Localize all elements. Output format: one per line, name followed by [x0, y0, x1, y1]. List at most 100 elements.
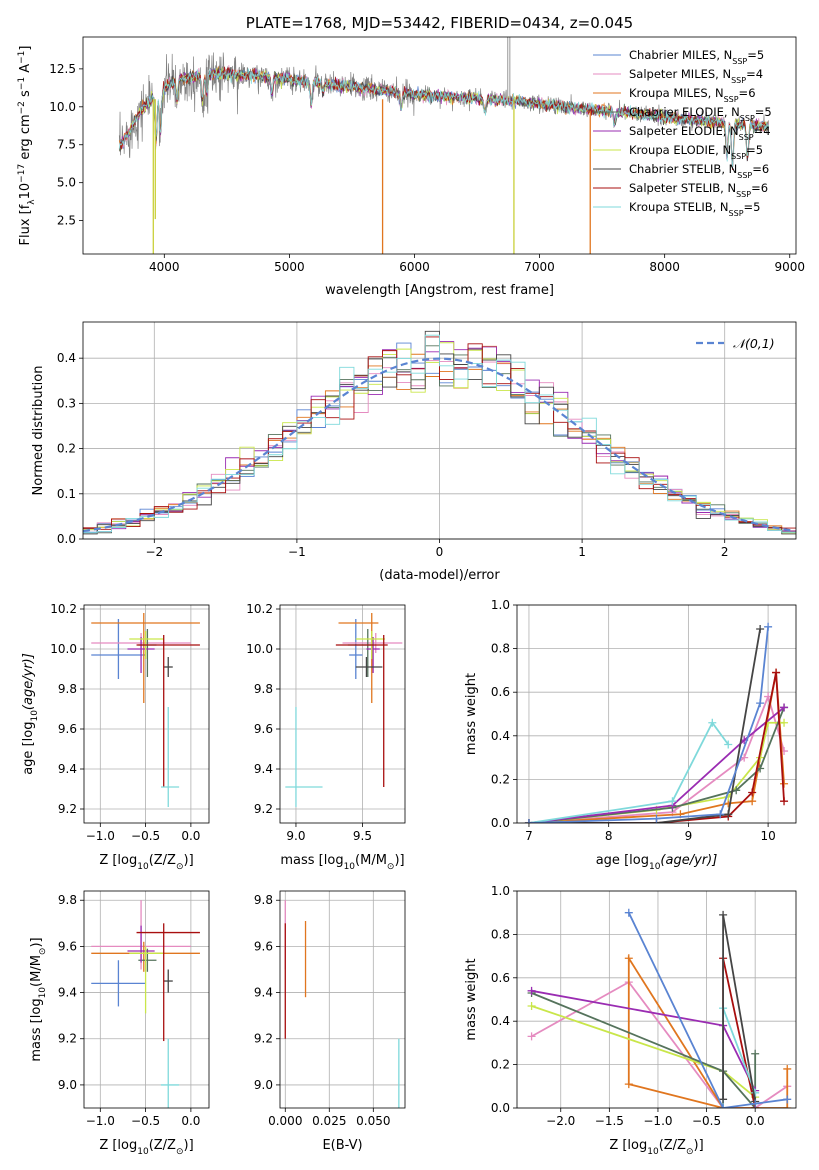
- y-tick-label: 0.0: [491, 816, 510, 830]
- legend-label: Chabrier MILES, NSSP=5: [629, 48, 764, 66]
- legend-sub: SSP: [731, 76, 746, 85]
- legend-name: Salpeter MILES: [629, 67, 715, 81]
- y-tick-label: 9.6: [58, 939, 77, 953]
- x-axis-label: age [log10(age/yr)]: [596, 853, 718, 872]
- legend-sub: SSP: [731, 152, 746, 161]
- errorbar-point: [160, 1038, 180, 1108]
- mass-weight-marker: [624, 1080, 633, 1089]
- mass-weight-line: [722, 914, 757, 1102]
- mass-weight-marker: [748, 797, 757, 806]
- legend-sep: , N: [724, 105, 740, 119]
- y-tick-label: 0.2: [57, 442, 76, 456]
- errorbar-point: [342, 633, 403, 653]
- x-tick-label: 6000: [399, 260, 430, 274]
- errorbar-point: [136, 635, 200, 787]
- mass-weight-line: [531, 1005, 756, 1098]
- mass-weight-vs-metallicity-panel: −2.0 −1.5 −1.0 −0.5 0.0 0.0 0.2 0.4 0.6 0.8 1.0 Z […: [464, 884, 797, 1157]
- errorbar-point: [129, 946, 164, 1014]
- y-axis-label-part: −1: [17, 77, 27, 90]
- mass-weight-marker: [780, 797, 789, 806]
- residuals-panel: −2 −1 0 1 2 0.0 0.1 0.2 0.3 0.4 (data-model)/error…: [31, 321, 797, 583]
- x-axis-label-text: E(B-V): [322, 1138, 362, 1153]
- legend-name: Salpeter STELIB: [629, 181, 720, 195]
- legend-nssp: 5: [753, 200, 760, 214]
- y-tick-label: 2.5: [57, 214, 76, 228]
- y-axis-label-part: ⊙: [38, 948, 48, 956]
- x-axis-label-part: 10: [137, 1147, 149, 1157]
- x-tick-label: 4000: [149, 260, 180, 274]
- x-axis-label: Z [log10(Z/Z⊙)]: [99, 1138, 193, 1157]
- y-tick-label: 1.0: [491, 884, 510, 898]
- y-axis-label-part: )]: [29, 937, 44, 947]
- mass-weight-line: [528, 672, 785, 823]
- mass-weight-marker: [756, 624, 765, 633]
- y-tick-label: 9.4: [58, 986, 77, 1000]
- y-tick-label: 0.4: [491, 1014, 510, 1028]
- x-axis-label-part: ⊙: [176, 1147, 184, 1157]
- mass-weight-marker: [751, 1088, 760, 1097]
- mass-weight-marker: [524, 819, 533, 823]
- legend-sub: SSP: [724, 95, 739, 104]
- y-tick-label: 7.5: [57, 138, 76, 152]
- x-axis-label-part: ⊙: [686, 1147, 694, 1157]
- histogram-step-line: [83, 334, 796, 534]
- legend-nssp: 5: [764, 105, 771, 119]
- y-tick-label: 9.2: [58, 1032, 77, 1046]
- errorbar-point: [127, 925, 155, 963]
- legend-name: Chabrier MILES: [629, 48, 716, 62]
- axes-frame: [83, 604, 210, 824]
- mass-weight-line: [627, 912, 788, 1108]
- y-tick-label: 9.6: [254, 939, 273, 953]
- y-axis-label-text: age [log: [21, 722, 36, 775]
- mass-weight-marker: [719, 1104, 728, 1108]
- legend-label: Salpeter ELODIE, NSSP=4: [629, 124, 771, 142]
- legend-label: Chabrier ELODIE, NSSP=5: [629, 105, 772, 123]
- x-tick-label: 9: [685, 829, 693, 843]
- x-axis-label: (data-model)/error: [379, 568, 500, 583]
- x-axis-label-part: (Z/Z: [659, 1138, 686, 1153]
- x-axis-label-part: 10: [137, 862, 149, 872]
- legend-nssp: 6: [761, 181, 768, 195]
- legend-sub: SSP: [729, 209, 744, 218]
- y-tick-label: 9.8: [254, 893, 273, 907]
- x-axis-label-part: ⊙: [176, 862, 184, 872]
- axes-frame: [516, 890, 797, 1109]
- y-axis-label: age [log10(age/yr)]: [21, 653, 40, 775]
- legend-eq: =: [739, 86, 749, 100]
- x-axis-label-text: age [log: [596, 853, 649, 868]
- x-tick-label: 10: [760, 829, 775, 843]
- mass-weight-marker: [751, 1049, 760, 1058]
- errorbar-point: [91, 613, 200, 703]
- x-tick-label: 9.0: [286, 829, 305, 843]
- errorbar-plot-area: [285, 613, 403, 807]
- mass-weight-marker: [724, 740, 733, 749]
- axes-frame: [279, 604, 406, 824]
- mass-weight-series: [719, 910, 760, 1106]
- x-axis-label: E(B-V): [322, 1138, 362, 1153]
- y-axis-label-part: (age/yr)]: [21, 653, 36, 710]
- errorbar-point: [347, 629, 375, 677]
- errorbar-point: [91, 960, 146, 1007]
- x-tick-label: 7: [525, 829, 533, 843]
- mass-weight-plot-area: [524, 622, 789, 823]
- legend-sep: , N: [715, 143, 731, 157]
- legend-name: Chabrier STELIB: [629, 162, 721, 176]
- mass-weight-marker: [756, 699, 765, 708]
- legend-eq: =: [755, 105, 765, 119]
- x-tick-label: 0.025: [312, 1114, 346, 1128]
- mass-weight-marker: [624, 908, 633, 917]
- mass-weight-marker: [783, 1095, 792, 1104]
- y-tick-label: 0.4: [57, 351, 76, 365]
- x-tick-label: 8: [605, 829, 613, 843]
- mass-weight-line: [531, 992, 757, 1108]
- x-axis-label-part: (age/yr)]: [660, 853, 717, 868]
- y-tick-label: 9.4: [254, 986, 273, 1000]
- y-tick-label: 0.8: [491, 927, 510, 941]
- y-tick-label: 9.2: [254, 1032, 273, 1046]
- y-axis-label-part: 10: [30, 710, 40, 722]
- axes-frame: [516, 604, 797, 824]
- legend-sep: , N: [721, 162, 737, 176]
- x-tick-label: −0.5: [131, 1114, 160, 1128]
- legend-eq: =: [752, 162, 762, 176]
